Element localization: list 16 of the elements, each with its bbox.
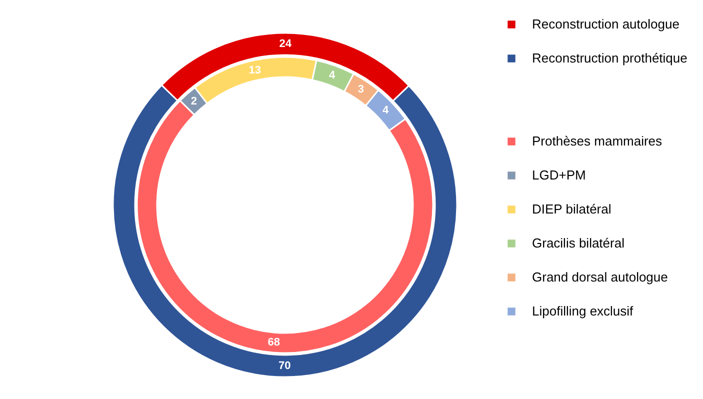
legend-label: Lipofilling exclusif <box>532 304 634 318</box>
data-label: 4 <box>382 104 390 116</box>
legend-label: Prothèses mammaires <box>532 134 663 148</box>
data-label: 68 <box>268 336 280 349</box>
data-label: 13 <box>248 64 262 76</box>
data-label: 3 <box>358 84 364 96</box>
legend-label: Reconstruction autologue <box>532 16 680 32</box>
legend-label: LGD+PM <box>532 168 586 182</box>
legend-label: Reconstruction prothétique <box>532 50 688 66</box>
data-label: 24 <box>279 38 292 50</box>
legend-label: Gracilis bilatéral <box>532 236 625 250</box>
data-label: 2 <box>190 95 197 108</box>
legend-label: Grand dorsal autologue <box>532 270 668 284</box>
legend-label: DIEP bilatéral <box>532 202 612 216</box>
data-label: 70 <box>278 360 291 372</box>
data-label: 4 <box>329 69 336 82</box>
